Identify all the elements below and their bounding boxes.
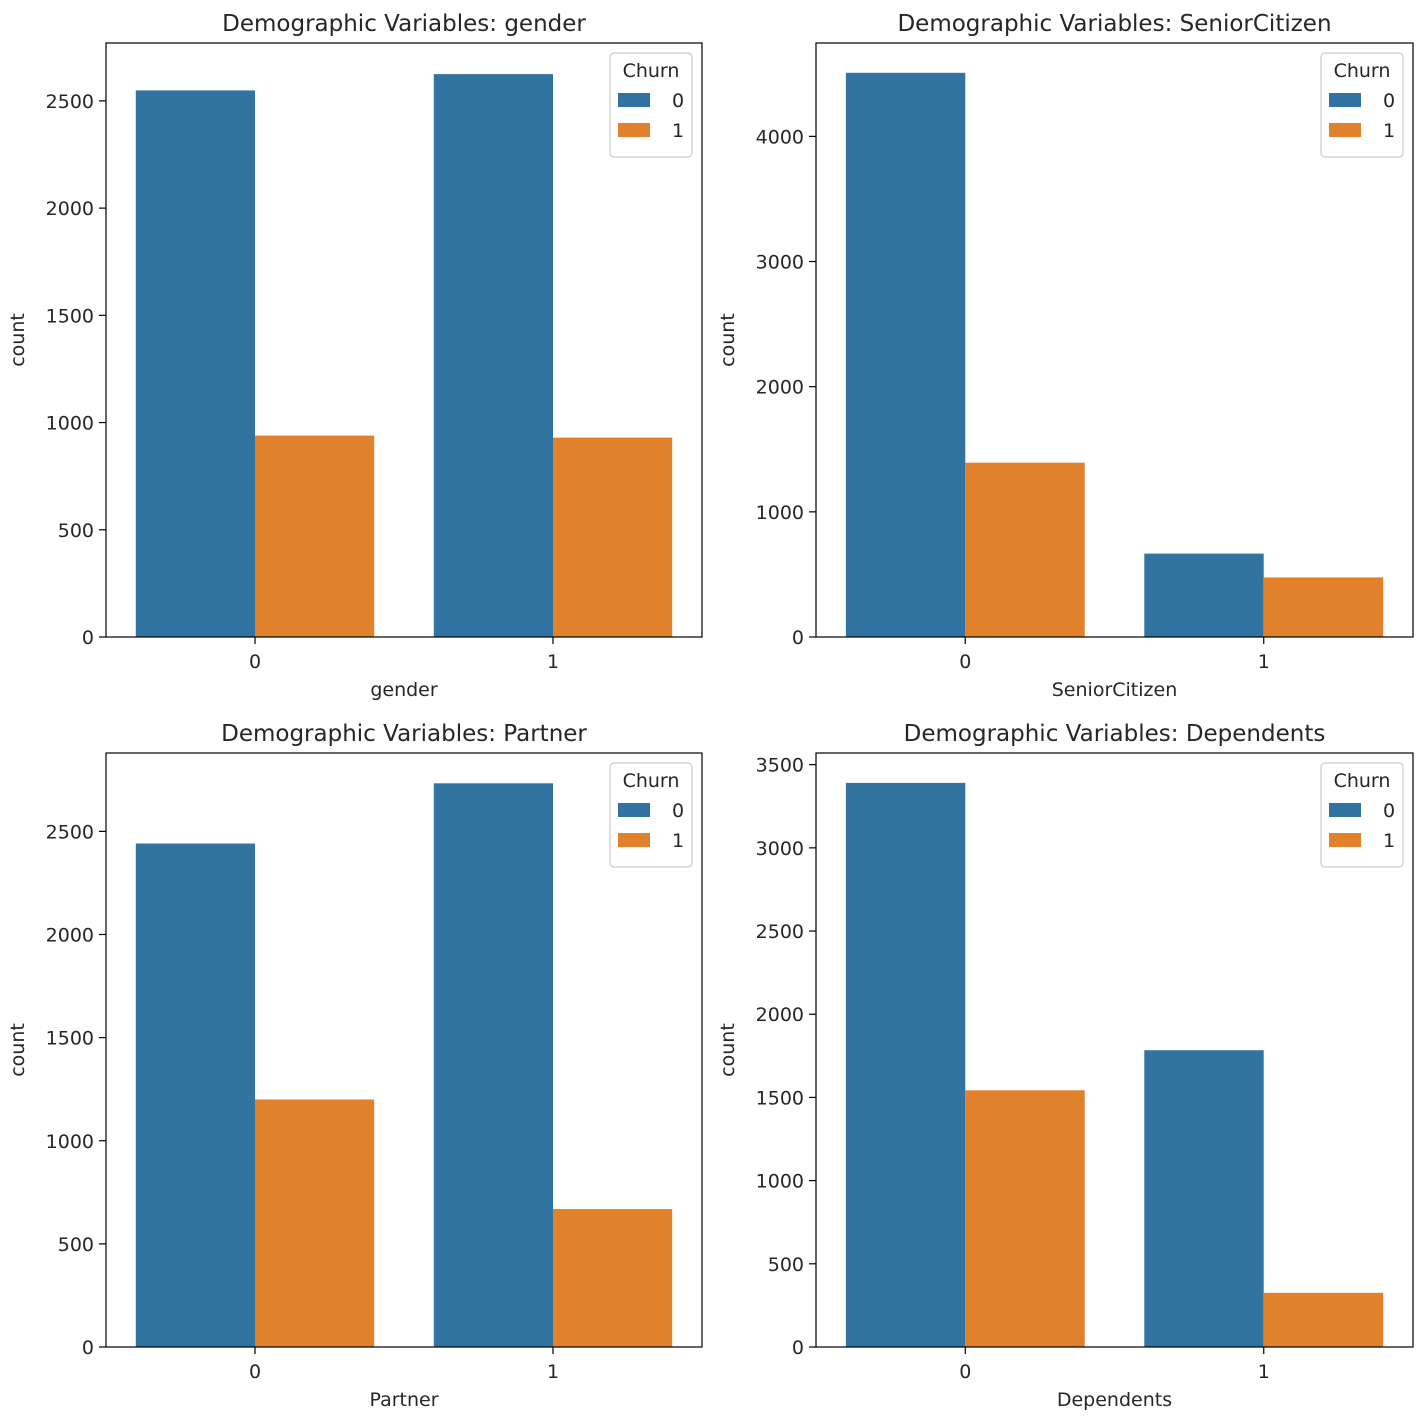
- y-tick-label: 2500: [46, 821, 94, 843]
- y-tick-label: 500: [768, 1254, 804, 1276]
- legend-swatch: [1329, 833, 1361, 847]
- y-tick-label: 0: [82, 1337, 94, 1359]
- y-tick-label: 2000: [46, 198, 94, 220]
- x-tick-label: 0: [249, 651, 261, 673]
- legend-swatch: [1329, 93, 1361, 107]
- legend-label: 1: [1383, 830, 1395, 852]
- bar-0-churn-0: [135, 843, 255, 1347]
- bar-0-churn-0: [135, 90, 255, 637]
- bar-0-churn-0: [845, 782, 966, 1347]
- legend-title: Churn: [623, 60, 680, 82]
- legend-swatch: [1329, 803, 1361, 817]
- legend-swatch: [618, 833, 650, 847]
- x-axis-label: SeniorCitizen: [1052, 679, 1178, 701]
- y-tick-label: 1000: [46, 413, 94, 435]
- bar-0-churn-0: [845, 72, 966, 638]
- chart-panel-3: 0 500 1000 1500 2000 2500 3000 3500 0 1 Demographi…: [717, 721, 1414, 1411]
- y-tick-label: 4000: [756, 126, 804, 148]
- axes-frame: [105, 752, 703, 1348]
- legend-label: 1: [672, 830, 684, 852]
- y-tick-label: 3000: [756, 838, 804, 860]
- axes-frame: [815, 752, 1414, 1348]
- y-tick-label: 1500: [756, 1087, 804, 1109]
- y-axis-label: count: [7, 1023, 29, 1077]
- legend-swatch: [618, 123, 650, 137]
- chart-title: Demographic Variables: SeniorCitizen: [897, 11, 1331, 37]
- legend-label: 1: [672, 120, 684, 142]
- y-tick-label: 2500: [46, 91, 94, 113]
- legend: Churn 0 1: [1320, 52, 1404, 158]
- y-tick-label: 1500: [46, 305, 94, 327]
- x-tick-label: 0: [959, 1361, 971, 1383]
- y-axis-label: count: [717, 313, 739, 367]
- legend-label: 0: [1383, 800, 1395, 822]
- legend-label: 0: [672, 90, 684, 112]
- chart-title: Demographic Variables: Dependents: [904, 721, 1326, 747]
- x-axis-label: Partner: [369, 1389, 438, 1411]
- x-tick-label: 1: [547, 1361, 559, 1383]
- legend-swatch: [618, 93, 650, 107]
- bar-0-churn-1: [965, 1090, 1085, 1347]
- legend-swatch: [618, 803, 650, 817]
- y-tick-label: 1000: [756, 1171, 804, 1193]
- x-tick-label: 1: [547, 651, 559, 673]
- y-tick-label: 0: [792, 1337, 804, 1359]
- y-tick-label: 0: [792, 627, 804, 649]
- chart-panel-2: 0 500 1000 1500 2000 2500 0 1 Demographic Variab…: [7, 721, 703, 1411]
- legend: Churn 0 1: [609, 762, 693, 868]
- legend-title: Churn: [623, 770, 680, 792]
- y-tick-label: 0: [82, 627, 94, 649]
- x-tick-label: 1: [1258, 651, 1270, 673]
- bar-1-churn-0: [433, 74, 553, 638]
- y-tick-label: 3500: [756, 755, 804, 777]
- y-axis-label: count: [7, 313, 29, 367]
- axes-frame: [105, 42, 703, 638]
- axes-frame: [815, 42, 1414, 638]
- bar-0-churn-1: [965, 462, 1085, 637]
- chart-title: Demographic Variables: gender: [222, 11, 586, 37]
- y-tick-label: 2000: [756, 377, 804, 399]
- x-axis-label: Dependents: [1057, 1389, 1172, 1411]
- legend-title: Churn: [1334, 770, 1391, 792]
- bar-0-churn-1: [255, 435, 375, 637]
- y-tick-label: 500: [58, 1234, 94, 1256]
- bar-1-churn-0: [1144, 1050, 1264, 1347]
- legend-label: 1: [1383, 120, 1395, 142]
- y-axis-label: count: [717, 1023, 739, 1077]
- chart-panel-0: 0 500 1000 1500 2000 2500 0 1 Demographic Variab…: [7, 11, 703, 701]
- bar-1-churn-0: [433, 783, 553, 1347]
- legend-title: Churn: [1334, 60, 1391, 82]
- x-tick-label: 0: [959, 651, 971, 673]
- y-tick-label: 3000: [756, 252, 804, 274]
- legend: Churn 0 1: [1320, 762, 1404, 868]
- legend-label: 0: [1383, 90, 1395, 112]
- y-tick-label: 2000: [756, 1004, 804, 1026]
- legend: Churn 0 1: [609, 52, 693, 158]
- legend-swatch: [1329, 123, 1361, 137]
- chart-panel-1: 0 1000 2000 3000 4000 0 1 Demographic Variables…: [717, 11, 1414, 701]
- x-tick-label: 1: [1258, 1361, 1270, 1383]
- y-tick-label: 500: [58, 520, 94, 542]
- y-tick-label: 2000: [46, 925, 94, 947]
- bar-1-churn-1: [1263, 1292, 1384, 1347]
- y-tick-label: 1000: [46, 1131, 94, 1153]
- y-tick-label: 2500: [756, 921, 804, 943]
- bar-0-churn-1: [255, 1099, 375, 1347]
- y-tick-label: 1000: [756, 502, 804, 524]
- bar-1-churn-1: [553, 1209, 673, 1347]
- x-tick-label: 0: [249, 1361, 261, 1383]
- bar-1-churn-0: [1144, 553, 1264, 637]
- chart-title: Demographic Variables: Partner: [221, 721, 587, 747]
- x-axis-label: gender: [370, 679, 438, 701]
- y-tick-label: 1500: [46, 1028, 94, 1050]
- bar-1-churn-1: [553, 437, 673, 637]
- legend-label: 0: [672, 800, 684, 822]
- bar-1-churn-1: [1263, 577, 1384, 637]
